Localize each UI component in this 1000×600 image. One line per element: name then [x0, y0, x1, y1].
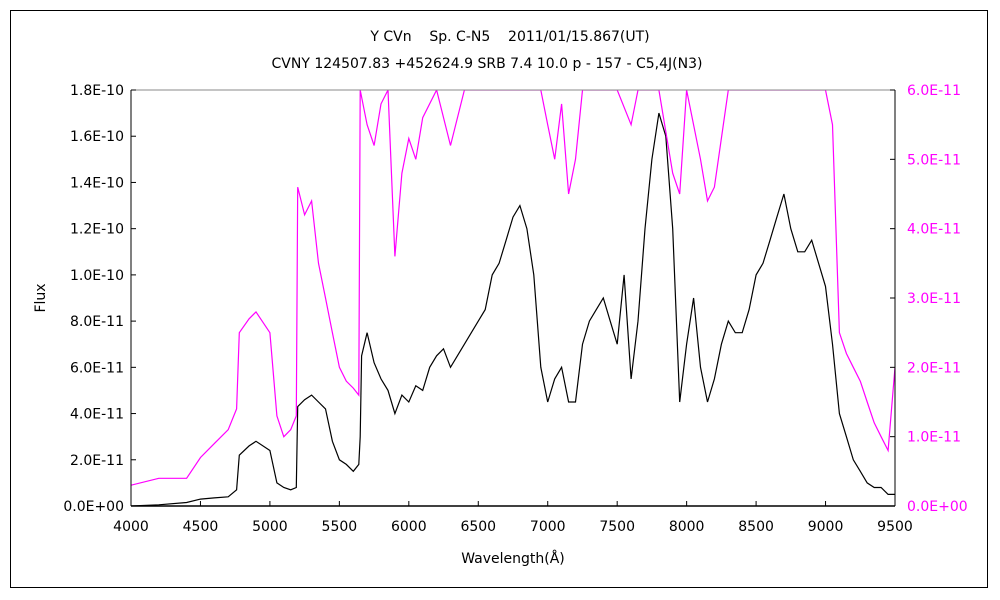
- y-tick-label-left: 2.0E-11: [70, 453, 124, 469]
- y-tick-label-left: 1.0E-10: [70, 268, 124, 284]
- series-line-right: [131, 90, 895, 486]
- x-tick-label: 6000: [391, 519, 427, 535]
- y-tick-label-left: 1.4E-10: [70, 175, 124, 191]
- y-tick-label-right: 6.0E-11: [907, 83, 961, 99]
- x-axis-label: Wavelength(Å): [461, 550, 565, 567]
- x-tick-label: 4000: [113, 519, 149, 535]
- plot-area: 4000 4500 5000 5500 6000 6500 7000 7500 8000 8500…: [63, 83, 967, 535]
- series-line-left: [131, 112, 895, 506]
- x-tick-label: 6500: [460, 519, 496, 535]
- x-tick-label: 7500: [599, 519, 635, 535]
- y-tick-label-right: 1.0E-11: [907, 430, 961, 446]
- x-tick-label: 9000: [808, 519, 844, 535]
- y-tick-label-right: 5.0E-11: [907, 152, 961, 168]
- y-tick-label-left: 4.0E-11: [70, 407, 124, 423]
- x-tick-label: 5000: [252, 519, 288, 535]
- y-tick-label-left: 6.0E-11: [70, 360, 124, 376]
- y-tick-label-left: 1.6E-10: [70, 129, 124, 145]
- x-tick-label: 9500: [877, 519, 913, 535]
- chart-frame: [10, 10, 988, 588]
- y-axis-label: Flux: [33, 283, 49, 312]
- y-tick-label-left: 0.0E+00: [63, 499, 124, 515]
- y-tick-label-left: 8.0E-11: [70, 314, 124, 330]
- y-tick-label-right: 0.0E+00: [907, 499, 968, 515]
- chart-title: Y CVn Sp. C-N5 2011/01/15.867(UT): [369, 29, 649, 45]
- x-tick-label: 7000: [530, 519, 566, 535]
- y-tick-label-left: 1.2E-10: [70, 222, 124, 238]
- x-tick-label: 8000: [669, 519, 705, 535]
- x-tick-label: 4500: [183, 519, 219, 535]
- y-tick-label-right: 3.0E-11: [907, 291, 961, 307]
- y-tick-label-left: 1.8E-10: [70, 83, 124, 99]
- x-tick-label: 8500: [738, 519, 774, 535]
- x-tick-label: 5500: [322, 519, 358, 535]
- y-tick-label-right: 2.0E-11: [907, 360, 961, 376]
- y-tick-label-right: 4.0E-11: [907, 222, 961, 238]
- chart-subtitle: CVNY 124507.83 +452624.9 SRB 7.4 10.0 p …: [272, 56, 703, 72]
